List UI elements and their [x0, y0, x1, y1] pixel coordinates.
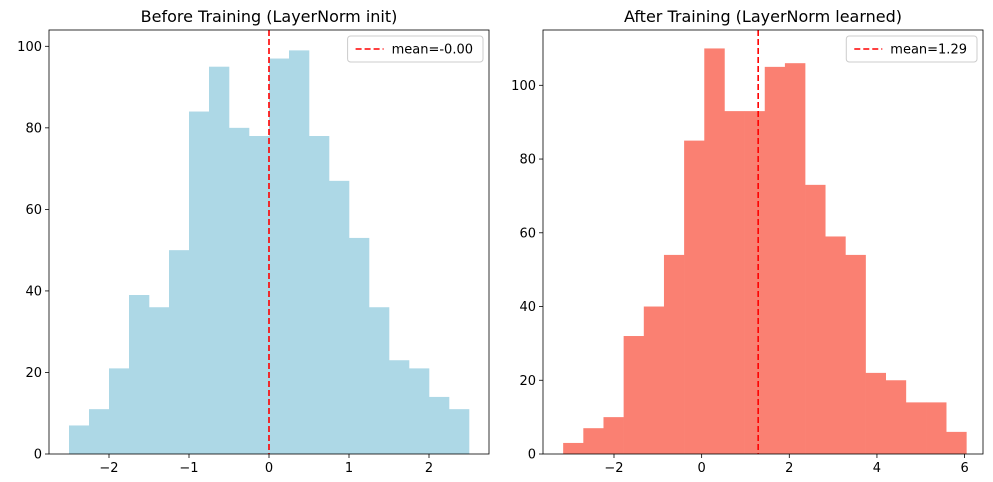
histogram-bar [69, 425, 90, 454]
histogram-bar [149, 307, 170, 454]
histogram-bar [229, 127, 250, 454]
histogram-bar [805, 184, 826, 454]
histogram-bar [583, 428, 604, 454]
before-training-panel: Before Training (LayerNorm init) −2 −1 0 1 2… [17, 7, 490, 476]
y-tick-label: 60 [25, 203, 42, 218]
legend-box [845, 35, 978, 63]
histogram-bar [926, 402, 947, 454]
x-tick-label: 6 [960, 461, 968, 476]
histogram-bar [309, 136, 330, 454]
histogram-bar [429, 396, 450, 454]
histogram-bar [189, 111, 210, 455]
histogram-bar [885, 380, 907, 454]
histogram-bar [684, 140, 705, 454]
histogram-bar [603, 417, 624, 454]
y-tick-label: 40 [25, 284, 42, 299]
histogram-bar [825, 236, 846, 454]
after-training-panel: After Training (LayerNorm learned) −2 0 2 4… [511, 7, 984, 476]
legend-label: mean=-0.00 [392, 43, 473, 58]
histogram-bar [946, 431, 967, 454]
x-axis-ticks: −2 −1 0 1 2 [99, 454, 433, 476]
histogram-bar [704, 48, 725, 454]
x-tick-label: −2 [604, 461, 623, 476]
histogram-bar [389, 360, 410, 454]
histogram-bar [845, 254, 866, 454]
x-tick-label: 0 [698, 461, 706, 476]
x-tick-label: −2 [99, 461, 118, 476]
histogram-bar [563, 442, 584, 454]
histogram-bar [724, 111, 745, 455]
histogram-bar [169, 250, 190, 454]
histogram-bar [129, 295, 150, 454]
legend: mean=1.29 [845, 35, 978, 63]
y-axis-ticks: 0 20 40 60 80 100 [17, 40, 49, 463]
histogram-bar [449, 409, 470, 454]
histogram-bar [249, 136, 270, 454]
axes-frame [542, 29, 984, 455]
histogram-bar [663, 254, 685, 454]
histogram-bars [563, 48, 967, 455]
x-tick-label: 0 [265, 461, 273, 476]
y-tick-label: 60 [519, 226, 536, 241]
x-axis-ticks: −2 0 2 4 6 [604, 454, 969, 476]
y-tick-label: 80 [519, 153, 536, 168]
y-tick-label: 80 [25, 121, 42, 136]
x-tick-label: 2 [785, 461, 793, 476]
y-tick-label: 0 [528, 448, 536, 463]
x-tick-label: 4 [873, 461, 881, 476]
x-tick-label: −1 [179, 461, 198, 476]
histogram-bar [643, 306, 665, 454]
y-tick-label: 100 [511, 79, 536, 94]
panel-title: After Training (LayerNorm learned) [624, 7, 902, 26]
histogram-bars [69, 50, 470, 455]
y-tick-label: 100 [17, 40, 42, 55]
histogram-bar [89, 409, 110, 454]
axes-spine [542, 29, 984, 455]
histogram-bar [369, 307, 390, 454]
y-tick-label: 20 [25, 366, 42, 381]
legend-label: mean=1.29 [890, 43, 967, 58]
histogram-bar [784, 63, 806, 454]
y-tick-label: 20 [519, 374, 536, 389]
histogram-bar [289, 50, 310, 455]
histogram-bar [744, 111, 766, 455]
y-axis-ticks: 0 20 40 60 80 100 [511, 79, 543, 463]
histogram-bar [905, 402, 927, 454]
histogram-bar [209, 66, 230, 454]
histogram-bar [329, 180, 350, 454]
legend: mean=-0.00 [347, 35, 484, 63]
panel-title: Before Training (LayerNorm init) [141, 7, 398, 26]
legend-box [347, 35, 484, 63]
histogram-bar [764, 66, 786, 454]
x-tick-label: 2 [425, 461, 433, 476]
histogram-bar [109, 368, 130, 454]
histogram-bar [623, 336, 645, 454]
histogram-bar [865, 372, 887, 454]
y-tick-label: 40 [519, 300, 536, 315]
histogram-bar [269, 58, 290, 455]
x-tick-label: 1 [345, 461, 353, 476]
y-tick-label: 0 [34, 448, 42, 463]
histogram-bar [409, 368, 430, 454]
histogram-bar [349, 237, 370, 454]
